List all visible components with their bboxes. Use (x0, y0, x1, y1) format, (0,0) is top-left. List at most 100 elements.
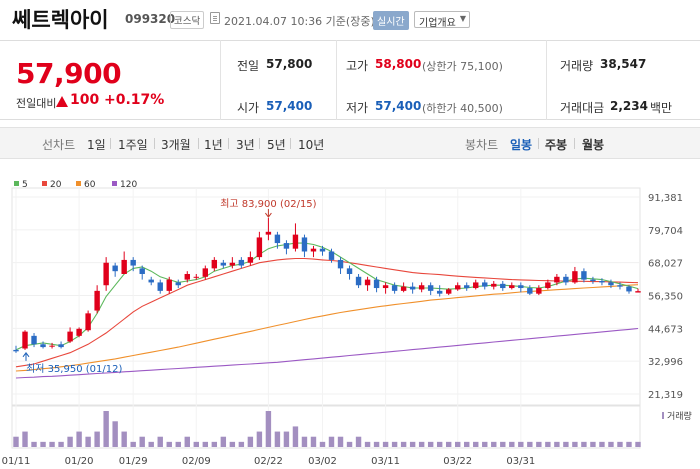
candle-body (175, 282, 181, 286)
candle-body (527, 288, 533, 294)
upper-limit: (상한가 75,100) (422, 60, 503, 73)
prev-close-value: 57,800 (266, 57, 313, 71)
candle-body (464, 285, 470, 289)
candle-body (635, 291, 641, 293)
volume-bar (482, 441, 488, 447)
volume-bar (94, 431, 100, 447)
amount-label: 거래대금 (560, 101, 605, 115)
period-1y[interactable]: 1년 (204, 138, 223, 152)
legend-label-20: 20 (50, 180, 62, 190)
candle-body (76, 328, 82, 336)
volume-bar (427, 441, 434, 447)
volume-frame (11, 405, 641, 449)
candle-body (148, 279, 154, 283)
open-value: 57,400 (266, 99, 313, 113)
candle-body (139, 268, 145, 274)
separator (538, 138, 539, 149)
candle-body (473, 282, 479, 289)
volume-bar (40, 441, 46, 447)
candle-body (283, 243, 290, 249)
candle-body (608, 282, 614, 286)
candle-body (599, 281, 605, 283)
high-arrow-head (265, 212, 272, 218)
volume-bar (67, 436, 73, 447)
prev-close-label: 전일 (237, 59, 260, 73)
candle-body (518, 285, 524, 289)
candle-body (58, 344, 64, 348)
volume-bar (58, 441, 64, 447)
volume-bar (103, 411, 109, 447)
volume-label: 거래량 (560, 59, 594, 73)
volume-bar (509, 441, 515, 447)
candle-body (364, 279, 371, 286)
candle-body (500, 283, 506, 289)
volume-bar (346, 441, 353, 447)
chevron-down-icon: ▼ (459, 14, 466, 23)
realtime-button[interactable]: 실시간 (373, 11, 409, 30)
company-overview-dropdown[interactable]: 기업개요 ▼ (414, 11, 470, 29)
volume-bar (274, 431, 281, 447)
candle-body (482, 282, 488, 287)
candle-body (85, 313, 91, 331)
document-icon (210, 12, 220, 24)
candle-body (400, 286, 407, 291)
candle-body (301, 237, 308, 252)
candle-body (455, 285, 461, 290)
period-1w[interactable]: 1주일 (118, 138, 148, 152)
period-10y[interactable]: 10년 (298, 138, 325, 152)
price-chart[interactable]: 5 20 60 120 91,381 79,704 68,027 56,350 44,673 32… (0, 168, 700, 469)
y-tick-label: 56,350 (648, 292, 683, 303)
candle-body (346, 268, 353, 274)
candle-body (445, 289, 452, 294)
candle-body (319, 248, 326, 252)
candle-daily[interactable]: 일봉 (510, 138, 533, 152)
candle-body (491, 283, 497, 287)
amount-value: 2,234 (610, 99, 648, 113)
period-1d[interactable]: 1일 (87, 138, 106, 152)
candle-body (13, 349, 19, 352)
x-tick-label: 03/31 (506, 456, 535, 467)
company-overview-label: 기업개요 (419, 18, 456, 29)
amount-unit: 백만 (650, 101, 673, 115)
legend-swatch (76, 181, 81, 186)
volume-bar (445, 441, 452, 447)
candle-weekly[interactable]: 주봉 (545, 138, 568, 152)
volume-bar (608, 441, 614, 447)
volume-bar (256, 431, 263, 447)
x-tick-label: 01/20 (65, 456, 94, 467)
volume-bar (85, 436, 91, 447)
candle-body (103, 262, 109, 286)
candle-body (166, 279, 172, 291)
volume-bar (202, 441, 209, 447)
volume-bar (536, 441, 542, 447)
y-tick-label: 32,996 (648, 357, 683, 368)
high-value: 58,800 (375, 57, 422, 71)
ma120-line (15, 327, 639, 379)
volume-legend-swatch (662, 412, 664, 419)
legend-label-120: 120 (120, 180, 137, 190)
volume-bar (157, 436, 163, 447)
legend-swatch (42, 181, 47, 186)
volume-bar (617, 441, 623, 447)
volume-bar (220, 436, 227, 447)
candle-body (626, 286, 632, 292)
candle-body (256, 237, 263, 258)
update-datetime: 2021.04.07 10:36 기준(장중) (224, 15, 375, 28)
price-panel (0, 40, 700, 120)
volume-bar (22, 431, 28, 447)
volume-bar (409, 441, 416, 447)
period-5y[interactable]: 5년 (267, 138, 286, 152)
x-tick-label: 01/11 (2, 456, 31, 467)
ma20-line (15, 257, 639, 368)
candle-monthly[interactable]: 월봉 (582, 138, 605, 152)
period-3m[interactable]: 3개월 (161, 138, 191, 152)
change-percent: +0.17% (104, 92, 165, 108)
candle-body (391, 285, 398, 291)
volume-bar (265, 411, 272, 447)
period-bar (0, 127, 700, 159)
candle-body (211, 259, 218, 269)
period-3y[interactable]: 3년 (236, 138, 255, 152)
stock-code: 099320 (125, 12, 176, 26)
separator (228, 138, 229, 149)
low-label: 저가 (346, 101, 369, 115)
